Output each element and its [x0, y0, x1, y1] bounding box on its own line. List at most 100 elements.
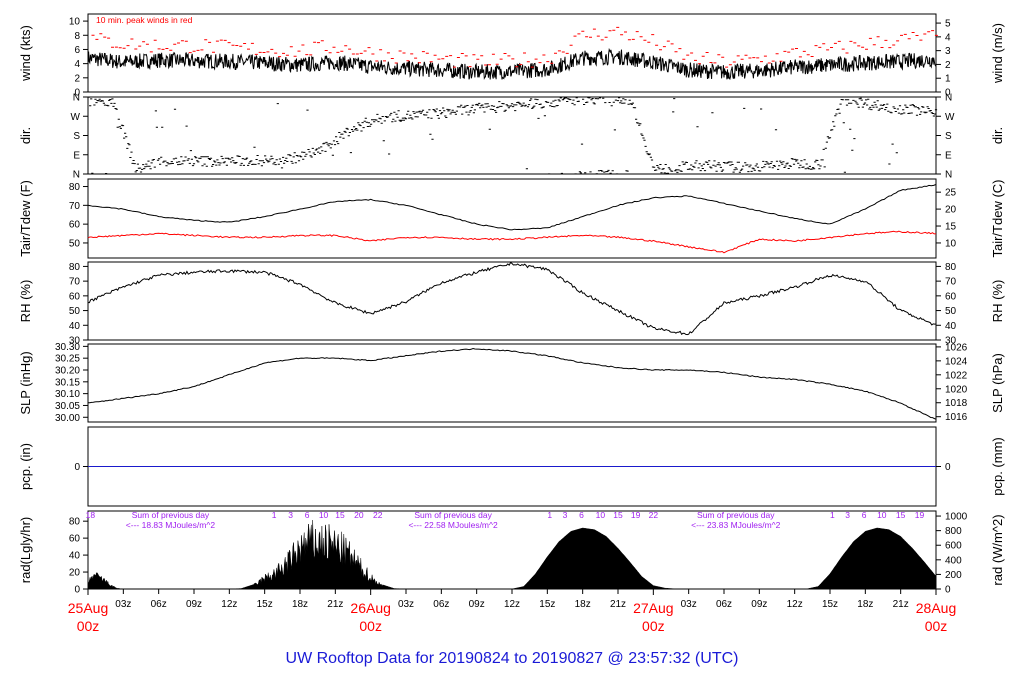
radiation-hour-label: 18 — [86, 510, 96, 520]
slp-left-tick-label: 30.25 — [55, 354, 80, 365]
wind-left-tick-label: 4 — [74, 59, 80, 70]
wind-right-tick-label: 0 — [945, 88, 951, 99]
time-tick-label: 06z — [151, 599, 167, 610]
time-tick-label: 15z — [822, 599, 838, 610]
wind-left-tick-label: 2 — [74, 73, 80, 84]
time-tick-label: 09z — [469, 599, 485, 610]
rh-left-tick-label: 30 — [69, 336, 81, 347]
wind-left-tick-label: 10 — [69, 17, 81, 28]
slp-right-tick-label: 1024 — [945, 356, 968, 367]
dewpoint-line — [87, 230, 937, 254]
radiation-hour-label: 1 — [830, 510, 835, 520]
pcp-ylabel: pcp. (in) — [18, 443, 33, 490]
wind-right-tick-label: 4 — [945, 32, 951, 43]
dir-right-tick-label: W — [945, 112, 955, 123]
relative-humidity-line — [88, 261, 937, 336]
radiation-hour-label: 15 — [613, 510, 623, 520]
dir-left-tick-label: N — [73, 93, 80, 104]
dir-right-tick-label: N — [945, 170, 952, 181]
slp-right-tick-label: 1020 — [945, 384, 968, 395]
rad-panel-frame — [87, 510, 937, 590]
daily-sum-value: <--- 23.83 MJoules/m^2 — [691, 520, 781, 530]
radiation-hour-label: 19 — [915, 510, 925, 520]
rh-left-tick-label: 80 — [69, 262, 81, 273]
slp-right-tick-label: 1022 — [945, 370, 968, 381]
radiation-hour-label: 3 — [845, 510, 850, 520]
daily-sum-label: Sum of previous day — [132, 510, 210, 520]
dir-right-tick-label: N — [945, 93, 952, 104]
day-time-label: 00z — [925, 618, 948, 634]
slp-left-tick-label: 30.20 — [55, 366, 80, 377]
rh-left-tick-label: 50 — [69, 306, 81, 317]
radiation-hour-label: 10 — [877, 510, 887, 520]
rad-right-tick-label: 1000 — [945, 512, 968, 523]
radiation-hour-label: 19 — [631, 510, 641, 520]
day-date-label: 26Aug — [350, 600, 390, 616]
wind-right-tick-label: 2 — [945, 60, 951, 71]
temp-right-tick-label: 10 — [945, 238, 957, 249]
pcp-right-tick-label: 0 — [945, 462, 951, 473]
time-tick-label: 18z — [292, 599, 308, 610]
dir-ylabel: dir. — [18, 127, 33, 144]
sea-level-pressure-line — [87, 347, 937, 420]
pcp-left-tick-label: 0 — [74, 462, 80, 473]
slp-left-tick-label: 30.15 — [55, 377, 80, 388]
rh-panel-frame — [87, 261, 937, 341]
rh-left-tick-label: 70 — [69, 277, 81, 288]
rh-left-tick-label: 40 — [69, 321, 81, 332]
rad-right-tick-label: 200 — [945, 570, 962, 581]
rad-left-tick-label: 80 — [69, 517, 81, 528]
dir-right-tick-label: E — [945, 150, 952, 161]
rh-ylabel: RH (%) — [18, 280, 33, 323]
time-tick-label: 21z — [893, 599, 909, 610]
temp-left-tick-label: 80 — [69, 182, 81, 193]
wind-right-tick-label: 5 — [945, 19, 951, 30]
time-tick-label: 12z — [787, 599, 803, 610]
dir-left-tick-label: W — [71, 112, 81, 123]
rad-ylabel: rad(Lgly/hr) — [18, 517, 33, 583]
day-date-label: 28Aug — [916, 600, 956, 616]
temp-right-tick-label: 15 — [945, 222, 957, 233]
temp-ylabel-right: Tair/Tdew (C) — [990, 179, 1005, 257]
radiation-hour-label: 1 — [547, 510, 552, 520]
wind-right-tick-label: 3 — [945, 46, 951, 57]
pcp-ylabel-right: pcp. (mm) — [990, 437, 1005, 496]
slp-left-tick-label: 30.05 — [55, 401, 80, 412]
temp-right-tick-label: 25 — [945, 188, 957, 199]
rad-right-tick-label: 800 — [945, 526, 962, 537]
wind-right-tick-label: 1 — [945, 74, 951, 85]
radiation-hour-label: 6 — [305, 510, 310, 520]
wind-peak-marks — [91, 26, 938, 68]
rad-left-tick-label: 20 — [69, 568, 81, 579]
slp-left-tick-label: 30.30 — [55, 342, 80, 353]
dir-ylabel-right: dir. — [990, 127, 1005, 144]
rh-right-tick-label: 40 — [945, 321, 957, 332]
dir-left-tick-label: E — [73, 150, 80, 161]
wind-left-tick-label: 6 — [74, 45, 80, 56]
day-date-label: 27Aug — [633, 600, 673, 616]
rad-ylabel-right: rad (W/m^2) — [990, 514, 1005, 585]
rad-left-tick-label: 0 — [74, 585, 80, 596]
day-time-label: 00z — [359, 618, 382, 634]
rh-right-tick-label: 50 — [945, 306, 957, 317]
time-tick-label: 09z — [186, 599, 202, 610]
time-tick-label: 03z — [398, 599, 414, 610]
radiation-hour-label: 6 — [579, 510, 584, 520]
day-time-label: 00z — [77, 618, 100, 634]
radiation-hour-label: 1 — [272, 510, 277, 520]
temp-left-tick-label: 70 — [69, 201, 81, 212]
time-tick-label: 18z — [857, 599, 873, 610]
wind-direction-marks — [88, 96, 938, 175]
day-date-label: 25Aug — [68, 600, 108, 616]
dir-left-tick-label: S — [73, 131, 80, 142]
wind-panel-frame — [87, 13, 937, 93]
radiation-hour-label: 3 — [288, 510, 293, 520]
dir-right-tick-label: S — [945, 131, 952, 142]
slp-right-tick-label: 1018 — [945, 398, 968, 409]
time-tick-label: 03z — [681, 599, 697, 610]
solar-radiation-area — [87, 520, 937, 590]
time-tick-label: 09z — [751, 599, 767, 610]
rad-left-tick-label: 40 — [69, 551, 81, 562]
time-tick-label: 06z — [716, 599, 732, 610]
